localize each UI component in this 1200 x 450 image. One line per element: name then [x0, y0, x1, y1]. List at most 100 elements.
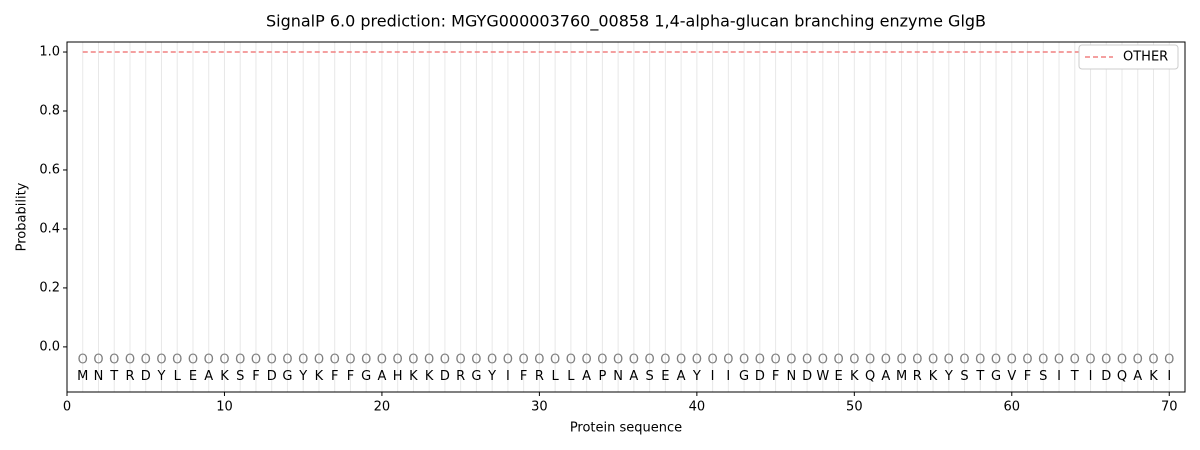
residue: E [834, 369, 842, 384]
residue: R [125, 369, 134, 384]
residue: A [1133, 369, 1142, 384]
residue: Q [1117, 369, 1127, 384]
residue: D [802, 369, 812, 384]
predicted-label: O [125, 353, 135, 368]
predicted-label: O [471, 353, 481, 368]
predicted-label: O [267, 353, 277, 368]
predicted-label: O [377, 353, 387, 368]
predicted-label: O [849, 353, 859, 368]
predicted-label: O [802, 353, 812, 368]
residue: L [174, 369, 182, 384]
residue: G [991, 369, 1001, 384]
residue: F [520, 369, 527, 384]
x-tick-label: 50 [846, 400, 863, 415]
y-tick-label: 0.2 [39, 280, 60, 295]
residue: N [786, 369, 796, 384]
predicted-label: O [534, 353, 544, 368]
residue: K [315, 369, 324, 384]
residue: T [109, 369, 118, 384]
predicted-label: O [881, 353, 891, 368]
predicted-label: O [440, 353, 450, 368]
predicted-label: O [487, 353, 497, 368]
predicted-label: O [1038, 353, 1048, 368]
predicted-label: O [550, 353, 560, 368]
predicted-label: O [1022, 353, 1032, 368]
residue: Y [944, 369, 953, 384]
predicted-label: O [1101, 353, 1111, 368]
residue: A [629, 369, 638, 384]
predicted-label: O [109, 353, 119, 368]
predicted-label: O [566, 353, 576, 368]
residue: Y [298, 369, 307, 384]
residue: I [506, 369, 510, 384]
predicted-label: O [865, 353, 875, 368]
predicted-label: O [786, 353, 796, 368]
residue: S [645, 369, 653, 384]
predicted-label: O [896, 353, 906, 368]
predicted-label: O [188, 353, 198, 368]
residue: V [1007, 369, 1016, 384]
residue: F [1024, 369, 1031, 384]
predicted-label: O [78, 353, 88, 368]
predicted-label: O [991, 353, 1001, 368]
predicted-label: O [1148, 353, 1158, 368]
residue: Y [487, 369, 496, 384]
predicted-label: O [707, 353, 717, 368]
x-tick-label: 60 [1004, 400, 1021, 415]
predicted-label: O [361, 353, 371, 368]
predicted-label: O [456, 353, 466, 368]
y-tick-label: 0.8 [39, 103, 60, 118]
residue: K [220, 369, 229, 384]
residue: A [582, 369, 591, 384]
predicted-label: O [1085, 353, 1095, 368]
residue: H [393, 369, 403, 384]
residue: F [252, 369, 259, 384]
residue: I [711, 369, 715, 384]
residue: S [1039, 369, 1047, 384]
y-tick-label: 0.6 [39, 162, 60, 177]
residue: K [929, 369, 938, 384]
predicted-label: O [219, 353, 229, 368]
x-tick-label: 70 [1161, 400, 1178, 415]
predicted-label: O [1133, 353, 1143, 368]
residue: S [960, 369, 968, 384]
residue: K [425, 369, 434, 384]
predicted-label: O [141, 353, 151, 368]
residue: D [755, 369, 765, 384]
predicted-label: O [314, 353, 324, 368]
predicted-label: O [1054, 353, 1064, 368]
predicted-label: O [204, 353, 214, 368]
predicted-label: O [519, 353, 529, 368]
x-tick-label: 30 [531, 400, 548, 415]
predicted-label: O [330, 353, 340, 368]
predicted-label: O [912, 353, 922, 368]
residue: I [726, 369, 730, 384]
predicted-label: O [408, 353, 418, 368]
residue: F [772, 369, 779, 384]
predicted-label: O [613, 353, 623, 368]
residue: G [739, 369, 749, 384]
predicted-label: O [156, 353, 166, 368]
predicted-label: O [345, 353, 355, 368]
predicted-label: O [251, 353, 261, 368]
residue: T [975, 369, 984, 384]
predicted-label: O [393, 353, 403, 368]
x-tick-label: 10 [216, 400, 233, 415]
x-axis-label: Protein sequence [570, 421, 682, 436]
residue: A [377, 369, 386, 384]
predicted-label: O [770, 353, 780, 368]
predicted-label: O [818, 353, 828, 368]
plot-frame [66, 41, 1186, 393]
y-tick-label: 1.0 [39, 45, 60, 60]
y-tick-label: 0.4 [39, 221, 60, 236]
residue: K [1149, 369, 1158, 384]
residue: R [456, 369, 465, 384]
predicted-label: O [676, 353, 686, 368]
residue: R [913, 369, 922, 384]
residue: W [816, 369, 829, 384]
predicted-label: O [424, 353, 434, 368]
predicted-label: O [660, 353, 670, 368]
predicted-label: O [1007, 353, 1017, 368]
